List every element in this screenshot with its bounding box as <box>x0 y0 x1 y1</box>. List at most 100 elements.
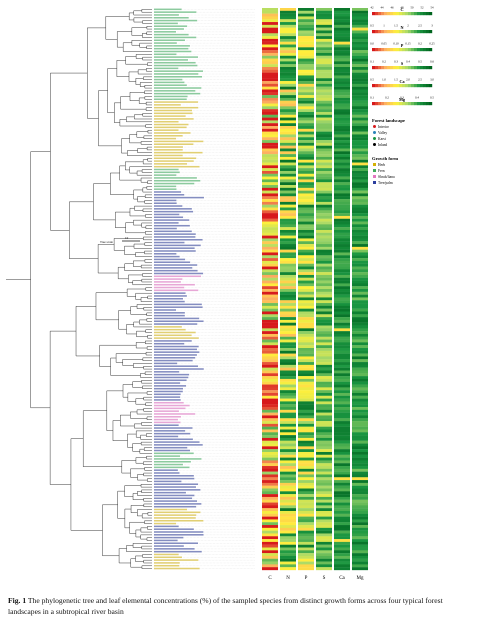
tip-label-mark <box>154 531 204 533</box>
legend-item-label: Herb <box>378 163 385 167</box>
heatmap-cell <box>262 429 278 433</box>
heatmap-cell <box>352 193 368 197</box>
heatmap-cell <box>280 185 296 188</box>
heatmap-cell <box>298 201 314 205</box>
heatmap-cell <box>334 81 350 85</box>
legend-bar-segment <box>390 102 394 106</box>
heatmap-cell <box>298 510 314 514</box>
tip-label-mark <box>154 109 193 112</box>
heatmap-cell <box>298 530 314 534</box>
heatmap-cell <box>352 421 368 425</box>
heatmap-cell <box>316 519 332 523</box>
heatmap-cell <box>334 499 350 503</box>
heatmap-cell <box>352 89 368 93</box>
heatmap-cell <box>334 260 350 264</box>
tip-label-mark <box>154 67 179 70</box>
heatmap-cell <box>316 373 332 377</box>
heatmap-cell <box>298 185 314 188</box>
heatmap-cell <box>280 215 296 219</box>
heatmap-cell <box>262 95 278 99</box>
heatmap-cell <box>334 272 350 276</box>
heatmap-cell <box>298 401 314 405</box>
heatmap-cell <box>298 561 314 565</box>
heatmap-cell <box>262 193 278 197</box>
heatmap-cell <box>352 491 368 495</box>
heatmap-cell <box>262 117 278 121</box>
tip-label-mark <box>154 230 192 233</box>
heatmap-cell <box>298 100 314 104</box>
heatmap-cell <box>316 100 332 104</box>
legend-bar-segment <box>417 102 421 106</box>
heatmap-cell <box>298 41 314 45</box>
heatmap-cell <box>262 123 278 127</box>
heatmap-cell <box>352 52 368 56</box>
tip-label-mark <box>154 196 204 199</box>
heatmap-cell <box>280 38 296 42</box>
tip-label-mark <box>154 47 189 50</box>
tip-label-mark <box>154 393 181 396</box>
heatmap-cell <box>334 190 350 194</box>
heatmap-cell <box>334 224 350 228</box>
heatmap-cell <box>352 305 368 309</box>
heatmap-cell <box>262 235 278 239</box>
heatmap-cell <box>334 252 350 256</box>
heatmap-cell <box>298 353 314 357</box>
heatmap-cell <box>316 114 332 118</box>
heatmap-cell <box>352 291 368 295</box>
heatmap-cell <box>280 272 296 276</box>
heatmap-cell <box>262 69 278 73</box>
heatmap-cell <box>352 201 368 205</box>
heatmap-cell <box>280 300 296 304</box>
tip-label-mark <box>154 188 177 190</box>
heatmap-cell <box>352 437 368 441</box>
tip-label-mark <box>154 300 185 303</box>
heatmap-cell <box>316 207 332 211</box>
legend-bar-segment <box>402 12 406 16</box>
legend-bar-segment <box>417 84 421 88</box>
heatmap-cell <box>280 415 296 419</box>
legend-bar-segment <box>372 102 376 106</box>
heatmap-cell <box>298 173 314 177</box>
heatmap-cell <box>352 451 368 455</box>
heatmap-cell <box>334 156 350 160</box>
heatmap-cell <box>316 300 332 304</box>
tip-label-mark <box>154 213 180 216</box>
heatmap-cell <box>298 255 314 259</box>
heatmap-cell <box>316 555 332 559</box>
heatmap-cell <box>262 58 278 62</box>
heatmap-cell <box>262 154 278 158</box>
legend-bar-segment <box>408 30 412 34</box>
heatmap-cell <box>298 499 314 503</box>
heatmap-cell <box>352 423 368 427</box>
heatmap-cell <box>298 86 314 90</box>
heatmap-cell <box>262 404 278 408</box>
heatmap-cell <box>352 303 368 307</box>
heatmap-cell <box>280 412 296 416</box>
heatmap-cell <box>316 553 332 557</box>
heatmap-cell <box>298 423 314 427</box>
heatmap-cell <box>262 553 278 557</box>
heatmap-cell <box>316 488 332 492</box>
heatmap-cell <box>316 314 332 318</box>
heatmap-cell <box>262 541 278 545</box>
heatmap-cell <box>280 151 296 155</box>
heatmap-cell <box>280 345 296 349</box>
heatmap-cell <box>280 437 296 441</box>
legend-tick-label: 0.4 <box>415 96 419 100</box>
heatmap-cell <box>316 67 332 70</box>
heatmap-cell <box>262 463 278 467</box>
heatmap-cell <box>280 381 296 385</box>
tip-label-mark <box>154 460 191 463</box>
heatmap-cell <box>298 229 314 233</box>
heatmap-cell <box>316 8 332 11</box>
tip-label-mark <box>154 455 181 457</box>
tip-label-mark <box>154 306 203 308</box>
heatmap-cell <box>298 252 314 256</box>
heatmap-cell <box>352 75 368 79</box>
heatmap-cell <box>280 541 296 545</box>
legend-tick-label: 1.0 <box>382 78 386 82</box>
heatmap-cell <box>316 558 332 562</box>
tip-label-mark <box>154 289 199 292</box>
heatmap-cell <box>352 111 368 115</box>
heatmap-cell <box>262 61 278 65</box>
